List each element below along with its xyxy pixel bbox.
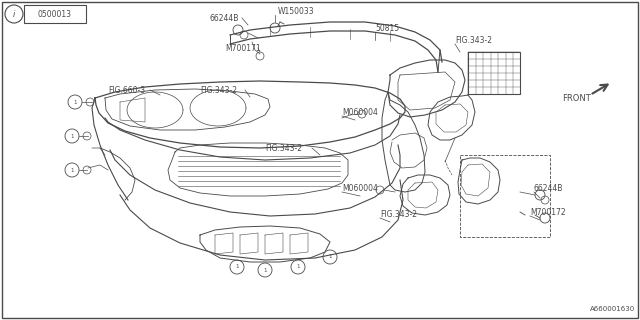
Text: FIG.343-2: FIG.343-2 — [455, 36, 492, 44]
Text: W150033: W150033 — [278, 6, 315, 15]
Text: M700172: M700172 — [530, 207, 566, 217]
Text: M700171: M700171 — [225, 44, 260, 52]
Text: 1: 1 — [236, 265, 239, 269]
FancyBboxPatch shape — [24, 5, 86, 23]
Text: 1: 1 — [296, 265, 300, 269]
Bar — [460, 155, 550, 237]
Text: FIG.660-3: FIG.660-3 — [108, 85, 145, 94]
Text: FIG.343-2: FIG.343-2 — [200, 85, 237, 94]
Text: FIG.343-2: FIG.343-2 — [265, 143, 302, 153]
Text: 1: 1 — [73, 100, 77, 105]
Text: 1: 1 — [70, 167, 74, 172]
Text: M060004: M060004 — [342, 183, 378, 193]
Text: 1: 1 — [263, 268, 267, 273]
Text: 1: 1 — [70, 133, 74, 139]
Text: i: i — [13, 10, 15, 19]
Text: 1: 1 — [328, 254, 332, 260]
Bar — [468, 52, 520, 94]
Text: M060004: M060004 — [342, 108, 378, 116]
Text: 66244B: 66244B — [534, 183, 563, 193]
Text: FIG.343-2: FIG.343-2 — [380, 210, 417, 219]
Text: 66244B: 66244B — [210, 13, 239, 22]
Text: A660001630: A660001630 — [589, 306, 635, 312]
Text: 50815: 50815 — [375, 23, 399, 33]
Text: 0500013: 0500013 — [38, 10, 72, 19]
Text: FRONT: FRONT — [562, 93, 591, 102]
